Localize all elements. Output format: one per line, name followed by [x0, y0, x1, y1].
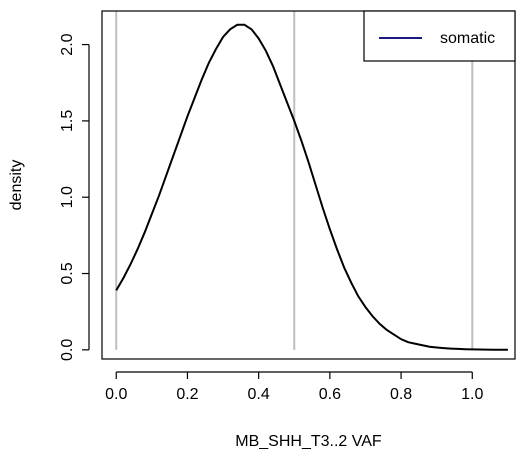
- y-tick-label: 1.0: [59, 186, 76, 208]
- x-tick-label: 0.2: [176, 386, 198, 403]
- x-tick-label: 0.4: [248, 386, 270, 403]
- legend: somatic: [363, 10, 516, 62]
- y-tick-label: 2.0: [59, 33, 76, 55]
- x-axis: 0.0 0.2 0.4 0.6 0.8 1.0: [105, 371, 483, 403]
- x-tick-label: 0.8: [390, 386, 412, 403]
- y-tick-label: 0.5: [59, 262, 76, 284]
- reference-lines: [115, 11, 474, 350]
- plot-frame: [101, 10, 516, 360]
- legend-label-somatic: somatic: [440, 30, 495, 47]
- y-axis: 0.0 0.5 1.0 1.5 2.0: [59, 33, 90, 361]
- y-axis-label: density: [8, 160, 25, 211]
- legend-box: [363, 10, 516, 62]
- x-axis-label: MB_SHH_T3..2 VAF: [235, 433, 382, 450]
- y-tick-label: 0.0: [59, 339, 76, 361]
- x-tick-label: 0.0: [105, 386, 127, 403]
- y-tick-label: 1.5: [59, 110, 76, 132]
- density-curve-somatic: [115, 23, 508, 351]
- x-tick-label: 0.6: [319, 386, 341, 403]
- x-tick-label: 1.0: [461, 386, 483, 403]
